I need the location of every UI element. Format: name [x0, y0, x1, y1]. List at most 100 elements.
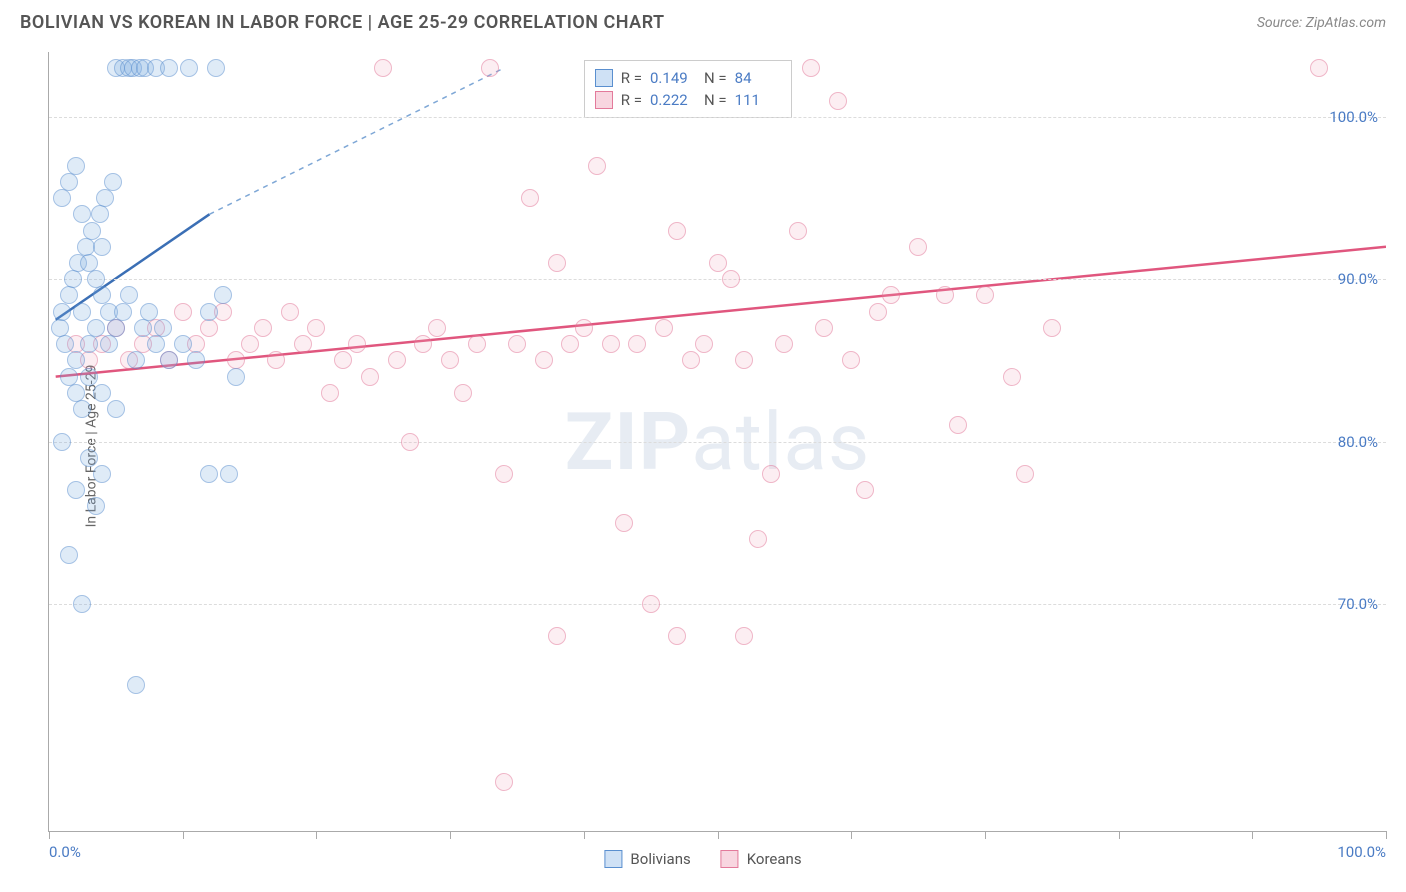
data-point	[869, 303, 887, 321]
data-point	[882, 286, 900, 304]
data-point	[815, 319, 833, 337]
data-point	[60, 173, 78, 191]
data-point	[508, 335, 526, 353]
data-point	[548, 254, 566, 272]
data-point	[307, 319, 325, 337]
x-axis-max-label: 100.0%	[1337, 843, 1386, 861]
data-point	[73, 595, 91, 613]
data-point	[87, 270, 105, 288]
data-point	[802, 59, 820, 77]
swatch-bolivians-icon	[595, 69, 613, 87]
data-point	[214, 286, 232, 304]
data-point	[535, 351, 553, 369]
data-point	[481, 59, 499, 77]
data-point	[93, 384, 111, 402]
data-point	[83, 222, 101, 240]
data-point	[254, 319, 272, 337]
data-point	[241, 335, 259, 353]
data-point	[588, 157, 606, 175]
data-point	[53, 189, 71, 207]
data-point	[53, 303, 71, 321]
data-point	[64, 270, 82, 288]
x-tick	[1386, 831, 1387, 839]
data-point	[160, 59, 178, 77]
data-point	[441, 351, 459, 369]
grid-line	[49, 279, 1386, 280]
data-point	[180, 59, 198, 77]
data-point	[1310, 59, 1328, 77]
data-point	[428, 319, 446, 337]
y-tick-label: 80.0%	[1338, 433, 1378, 451]
data-point	[53, 433, 71, 451]
data-point	[114, 303, 132, 321]
data-point	[762, 465, 780, 483]
legend-swatch-bolivians-icon	[604, 850, 622, 868]
data-point	[207, 59, 225, 77]
data-point	[668, 222, 686, 240]
x-tick	[1119, 831, 1120, 839]
data-point	[842, 351, 860, 369]
data-point	[80, 368, 98, 386]
data-point	[374, 59, 392, 77]
stats-row-bolivians: R = 0.149 N = 84	[595, 67, 781, 89]
data-point	[976, 286, 994, 304]
data-point	[80, 449, 98, 467]
x-tick	[851, 831, 852, 839]
data-point	[104, 173, 122, 191]
data-point	[789, 222, 807, 240]
data-point	[147, 335, 165, 353]
grid-line	[49, 604, 1386, 605]
data-point	[348, 335, 366, 353]
x-tick	[985, 831, 986, 839]
data-point	[575, 319, 593, 337]
x-tick	[183, 831, 184, 839]
data-point	[73, 205, 91, 223]
data-point	[949, 416, 967, 434]
data-point	[73, 303, 91, 321]
data-point	[414, 335, 432, 353]
data-point	[602, 335, 620, 353]
data-point	[388, 351, 406, 369]
data-point	[722, 270, 740, 288]
x-tick	[49, 831, 50, 839]
data-point	[548, 627, 566, 645]
header-bar: BOLIVIAN VS KOREAN IN LABOR FORCE | AGE …	[0, 0, 1406, 41]
data-point	[227, 368, 245, 386]
data-point	[140, 303, 158, 321]
data-point	[73, 400, 91, 418]
data-point	[856, 481, 874, 499]
data-point	[321, 384, 339, 402]
data-point	[100, 335, 118, 353]
chart-plot-area: ZIPatlas R = 0.149 N = 84 R = 0.222 N = …	[48, 52, 1386, 832]
data-point	[775, 335, 793, 353]
source-label: Source: ZipAtlas.com	[1257, 15, 1386, 31]
data-point	[521, 189, 539, 207]
data-point	[936, 286, 954, 304]
stats-row-koreans: R = 0.222 N = 111	[595, 89, 781, 111]
footer-legend: Bolivians Koreans	[604, 850, 801, 868]
data-point	[829, 92, 847, 110]
data-point	[561, 335, 579, 353]
x-tick	[1252, 831, 1253, 839]
data-point	[294, 335, 312, 353]
data-point	[1016, 465, 1034, 483]
data-point	[67, 157, 85, 175]
data-point	[87, 319, 105, 337]
data-point	[615, 514, 633, 532]
y-tick-label: 70.0%	[1338, 595, 1378, 613]
x-tick	[718, 831, 719, 839]
data-point	[160, 351, 178, 369]
data-point	[107, 400, 125, 418]
data-point	[200, 319, 218, 337]
data-point	[107, 319, 125, 337]
swatch-koreans-icon	[595, 91, 613, 109]
data-point	[80, 335, 98, 353]
data-point	[454, 384, 472, 402]
data-point	[200, 303, 218, 321]
data-point	[267, 351, 285, 369]
y-tick-label: 100.0%	[1329, 108, 1378, 126]
x-tick	[584, 831, 585, 839]
data-point	[361, 368, 379, 386]
data-point	[134, 319, 152, 337]
data-point	[120, 286, 138, 304]
